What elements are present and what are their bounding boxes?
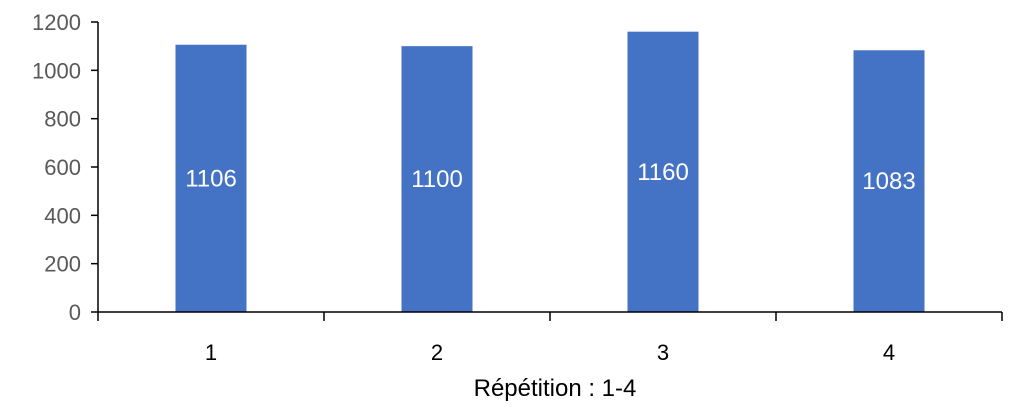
bar-1 <box>175 44 247 312</box>
data-label-4: 1083 <box>862 168 915 195</box>
y-tick-label-600: 600 <box>44 155 81 180</box>
x-tick-label-1: 1 <box>205 340 217 365</box>
data-label-1: 1106 <box>185 165 237 192</box>
data-label-2: 1100 <box>411 166 463 193</box>
y-tick-label-0: 0 <box>69 300 81 325</box>
x-tick-label-2: 2 <box>431 340 443 365</box>
x-axis-title: Répétition : 1-4 <box>474 375 637 402</box>
y-tick-label-1000: 1000 <box>32 58 81 83</box>
bar-3 <box>627 31 699 312</box>
x-tick-label-3: 3 <box>657 340 669 365</box>
data-label-3: 1160 <box>637 159 689 186</box>
x-tick-label-4: 4 <box>883 340 895 365</box>
data-labels-layer: 1106 1100 1160 1083 <box>185 159 916 195</box>
y-tick-label-800: 800 <box>44 107 81 132</box>
axes-layer: 1 2 3 4 0 200 400 600 800 1000 1200 <box>32 10 1003 365</box>
y-tick-label-400: 400 <box>44 203 81 228</box>
bar-2 <box>401 46 473 313</box>
bar-4 <box>853 50 925 312</box>
y-tick-label-1200: 1200 <box>32 10 81 35</box>
bars-layer <box>175 31 925 313</box>
y-tick-label-200: 200 <box>44 252 81 277</box>
